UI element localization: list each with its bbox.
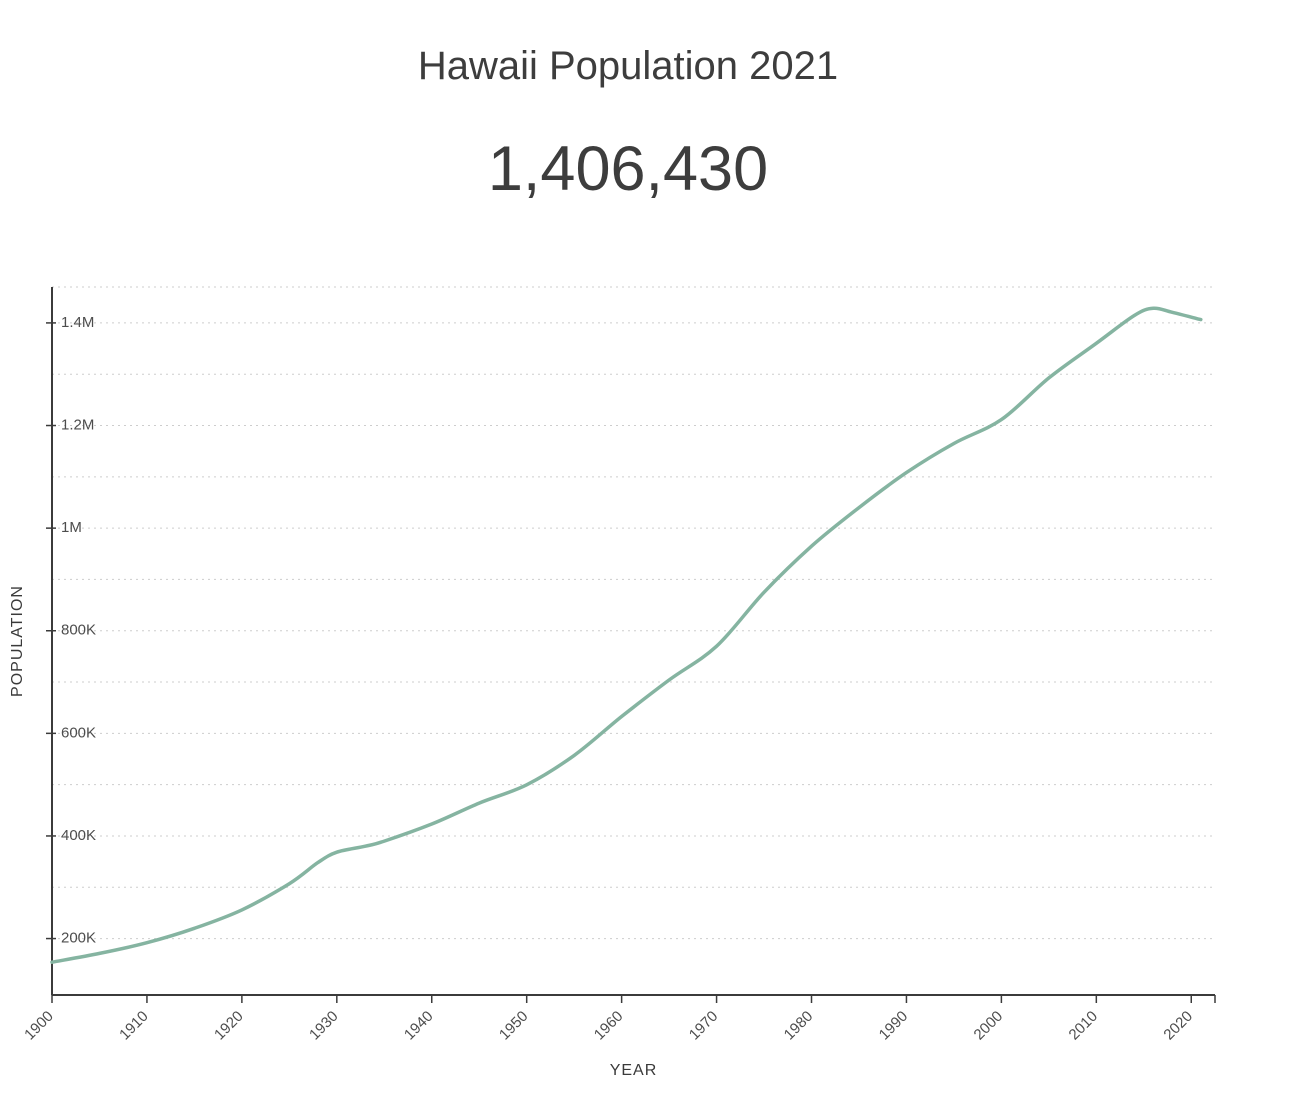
y-tick-label: 1.4M bbox=[61, 314, 94, 331]
chart-header: Hawaii Population 2021 1,406,430 bbox=[0, 0, 1256, 201]
x-tick-label: 2010 bbox=[1066, 1008, 1102, 1044]
population-line bbox=[50, 306, 1203, 964]
y-tick-label: 800K bbox=[61, 622, 96, 639]
x-tick-label: 1970 bbox=[686, 1008, 722, 1044]
chart-title: Hawaii Population 2021 bbox=[417, 44, 839, 88]
x-tick-label: 2000 bbox=[971, 1008, 1007, 1044]
x-tick-label: 1920 bbox=[211, 1008, 247, 1044]
x-tick-label: 1960 bbox=[591, 1008, 627, 1044]
x-tick-label: 1950 bbox=[496, 1008, 532, 1044]
x-tick-label: 1910 bbox=[116, 1008, 152, 1044]
x-tick-label: 1940 bbox=[401, 1008, 437, 1044]
page: Hawaii Population 2021 1,406,430 200K 400… bbox=[0, 0, 1310, 1079]
x-tick-label: 1990 bbox=[876, 1008, 912, 1044]
y-tick-label: 1.2M bbox=[61, 417, 94, 434]
x-tick-label: 1980 bbox=[781, 1008, 817, 1044]
population-line-chart: 200K 400K 600K 800K 1M 1.2M 1.4M 1900 1910 1920 19… bbox=[0, 230, 1310, 1108]
y-tick-label: 600K bbox=[61, 724, 96, 741]
y-tick-label: 400K bbox=[61, 827, 96, 844]
population-value: 1,406,430 bbox=[487, 134, 769, 204]
y-tick-label: 200K bbox=[61, 930, 96, 947]
x-tick-label: 2020 bbox=[1160, 1008, 1196, 1044]
x-tick-label: 1930 bbox=[306, 1008, 342, 1044]
y-tick-label: 1M bbox=[61, 519, 82, 536]
y-axis-title: POPULATION bbox=[9, 585, 26, 697]
chart-canvas: 200K 400K 600K 800K 1M 1.2M 1.4M 1900 1910 1920 19… bbox=[9, 286, 1216, 1079]
x-axis-title: YEAR bbox=[610, 1062, 658, 1079]
x-tick-label: 1900 bbox=[21, 1008, 57, 1044]
